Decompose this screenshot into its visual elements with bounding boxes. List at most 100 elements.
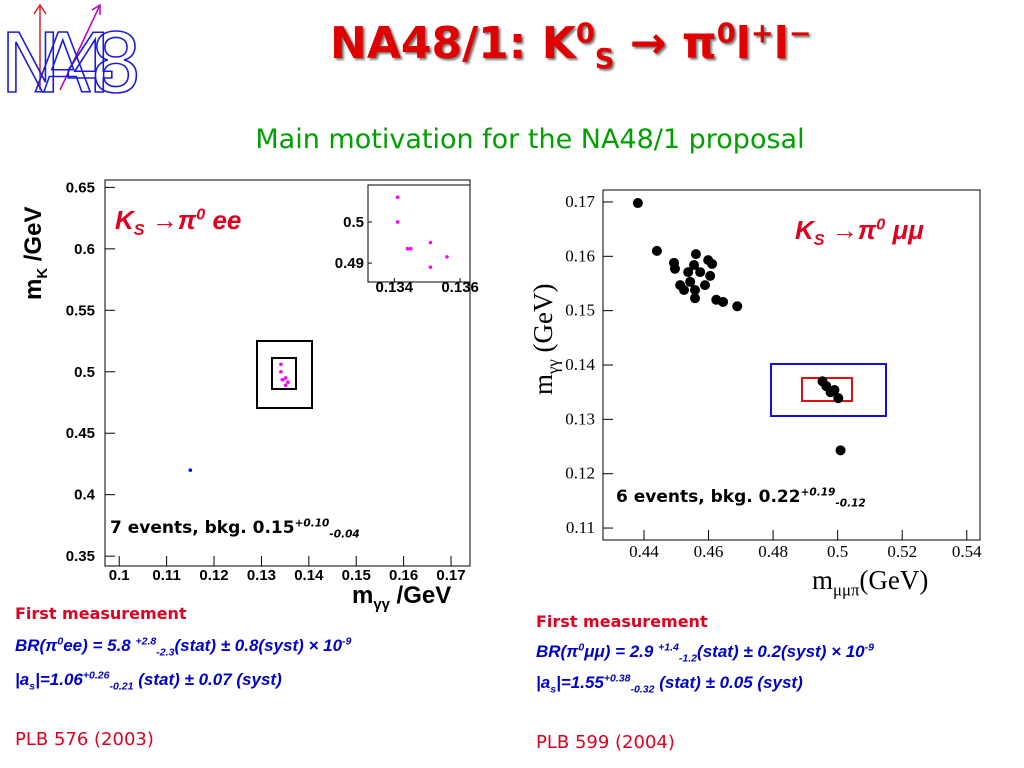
- text-part: -9: [342, 635, 352, 648]
- x-tick-label: 0.134: [376, 279, 414, 296]
- text-part: 0: [716, 18, 736, 50]
- text-part: S: [813, 231, 825, 250]
- text-part: -9: [864, 641, 875, 654]
- text-part: l: [773, 18, 789, 69]
- text-part: -0.21: [109, 680, 134, 693]
- point: [732, 301, 743, 312]
- y-tick-label: 0.15: [565, 301, 595, 320]
- point: [705, 270, 716, 281]
- x-tick-label: 0.5: [827, 542, 848, 561]
- chart-left: 0.1 0.11 0.12 0.13 0.14 0.15 0.16 0.17 0.35 0.4 0.…: [66, 179, 479, 584]
- text-part: -1.2: [678, 652, 698, 665]
- point: [707, 258, 718, 269]
- text-part: 7 events, bkg. 0.15: [110, 518, 295, 538]
- point: [408, 246, 413, 251]
- text-part: BR(π: [15, 636, 58, 655]
- text-part: (stat) ± 0.8(syst) × 10: [174, 636, 343, 655]
- text-part: -0.12: [835, 497, 866, 510]
- point: [428, 240, 433, 245]
- text-part: K: [115, 205, 134, 235]
- text-part: μμ: [885, 215, 924, 245]
- text-part: S: [594, 43, 615, 75]
- plot-frame: [104, 179, 471, 567]
- y-axis-label: mK /GeV: [20, 206, 51, 300]
- reference: PLB 599 (2004): [536, 732, 675, 753]
- text-part: 0: [876, 215, 886, 234]
- chart-right: 0.44 0.46 0.48 0.5 0.52 0.54 0.11 0.12 0.13 0.14 0…: [565, 189, 982, 561]
- text-part: |=1.06: [35, 670, 83, 689]
- text-part: s: [550, 683, 557, 696]
- point: [669, 263, 680, 274]
- logo-arrowhead: [91, 3, 101, 15]
- y-tick-label: 0.55: [66, 302, 95, 319]
- y-tick-label: 0.16: [565, 246, 595, 265]
- text-part: → π: [614, 18, 717, 69]
- y-tick-label: 0.12: [565, 464, 595, 483]
- x-tick-label: 0.17: [436, 567, 465, 584]
- text-part: μμ) = 2.9: [584, 642, 659, 661]
- point: [835, 445, 846, 456]
- point: [689, 285, 700, 295]
- y-tick-label: 0.11: [566, 518, 595, 537]
- signal-box: [770, 363, 887, 417]
- x-tick-label: 0.13: [247, 567, 276, 584]
- y-tick-label: 0.5: [74, 364, 95, 381]
- point: [683, 267, 694, 278]
- x-tick-label: 0.44: [629, 542, 659, 561]
- point: [280, 377, 285, 382]
- text-part: (stat) ± 0.07 (syst): [133, 670, 282, 689]
- text-part: 0: [196, 205, 206, 224]
- text-part: l: [735, 18, 751, 69]
- text-part: -2.3: [156, 646, 175, 659]
- y-tick-label: 0.45: [66, 425, 95, 442]
- y-tick-label: 0.65: [66, 179, 95, 196]
- text-part: /GeV: [20, 206, 47, 268]
- text-part: BR(π: [536, 642, 579, 661]
- point: [632, 198, 643, 209]
- x-tick-label: 0.14: [294, 567, 324, 584]
- text-part: +0.19: [800, 486, 836, 499]
- text-part: |=1.55: [556, 673, 604, 692]
- result-heading: First measurement: [15, 604, 187, 623]
- text-part: ee: [205, 205, 242, 235]
- x-tick-label: 0.46: [694, 542, 724, 561]
- text-part: (stat) ± 0.2(syst) × 10: [697, 642, 865, 661]
- text-part: γγ: [543, 359, 563, 374]
- y-tick-label: 0.49: [335, 255, 364, 272]
- events-label: 7 events, bkg. 0.15+0.10-0.04: [110, 518, 360, 541]
- x-axis-label: mγγ /GeV: [352, 582, 451, 612]
- text-part: 0: [575, 18, 595, 50]
- point: [685, 276, 696, 287]
- as-value: |as|=1.06+0.26-0.21 (stat) ± 0.07 (syst): [15, 670, 282, 693]
- text-part: m: [20, 278, 47, 300]
- point: [699, 280, 710, 291]
- text-part: -0.04: [329, 528, 360, 541]
- point: [279, 369, 283, 374]
- as-value: |as|=1.55+0.38-0.32 (stat) ± 0.05 (syst): [536, 673, 803, 696]
- text-part: K: [34, 267, 51, 279]
- x-tick-label: 0.54: [952, 542, 982, 561]
- text-part: 0: [57, 635, 64, 648]
- point: [405, 246, 410, 251]
- text-part: μμπ: [833, 580, 860, 600]
- branching-ratio: BR(π0ee) = 5.8 +2.8-2.3(stat) ± 0.8(syst…: [15, 635, 352, 659]
- annotation: KS →π0 ee: [115, 205, 242, 238]
- text-part: ee) = 5.8: [63, 636, 136, 655]
- text-part: m: [352, 582, 374, 609]
- logo-arrow: [59, 4, 101, 91]
- y-tick-label: 0.35: [66, 548, 95, 565]
- point: [689, 293, 700, 304]
- point: [279, 362, 283, 367]
- text-part: →π: [144, 205, 197, 235]
- signal-box: [801, 377, 853, 402]
- point: [286, 380, 290, 385]
- x-tick-label: 0.1: [109, 567, 130, 584]
- x-tick-label: 0.48: [758, 542, 788, 561]
- text-part: 0: [578, 641, 585, 654]
- branching-ratio: BR(π0μμ) = 2.9 +1.4-1.2(stat) ± 0.2(syst…: [536, 641, 875, 665]
- y-tick-label: 0.14: [565, 355, 595, 374]
- annotation: KS →π0 μμ: [795, 215, 924, 250]
- point: [428, 265, 433, 270]
